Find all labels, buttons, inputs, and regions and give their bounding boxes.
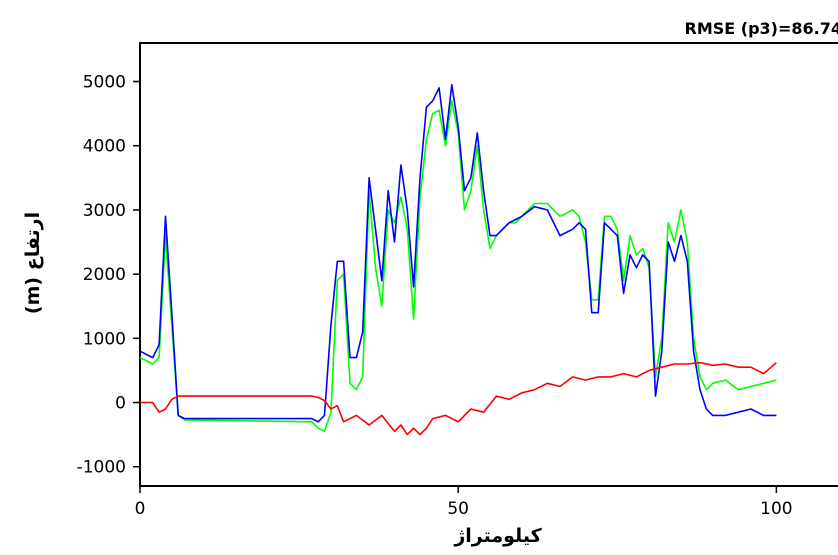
series-line-2 <box>139 83 777 423</box>
x-tick-label: 100 <box>760 499 792 519</box>
y-tick-label: 2000 <box>83 265 126 285</box>
x-axis-ticks: 0 50 100 <box>135 486 793 519</box>
series-line-1 <box>139 100 777 433</box>
series-line-3 <box>140 361 777 436</box>
series-layer <box>139 83 777 436</box>
y-tick-label: 0 <box>115 394 126 414</box>
x-tick-label: 50 <box>447 499 469 519</box>
y-tick-label: 4000 <box>83 137 126 157</box>
y-tick-label: 3000 <box>83 201 126 221</box>
y-tick-label: 5000 <box>83 73 126 93</box>
x-axis-label: کیلومتراژ <box>453 525 542 547</box>
y-tick-label: 1000 <box>83 329 126 349</box>
y-tick-label: -1000 <box>77 458 126 478</box>
x-tick-label: 0 <box>135 499 146 519</box>
chart-title: RMSE (p3)=86.74 <box>685 19 838 38</box>
plot-frame <box>139 42 838 487</box>
y-axis-ticks: -1000 0 1000 2000 3000 4000 5000 <box>77 73 140 478</box>
y-axis-label: ارتفاع (m) <box>22 212 44 314</box>
